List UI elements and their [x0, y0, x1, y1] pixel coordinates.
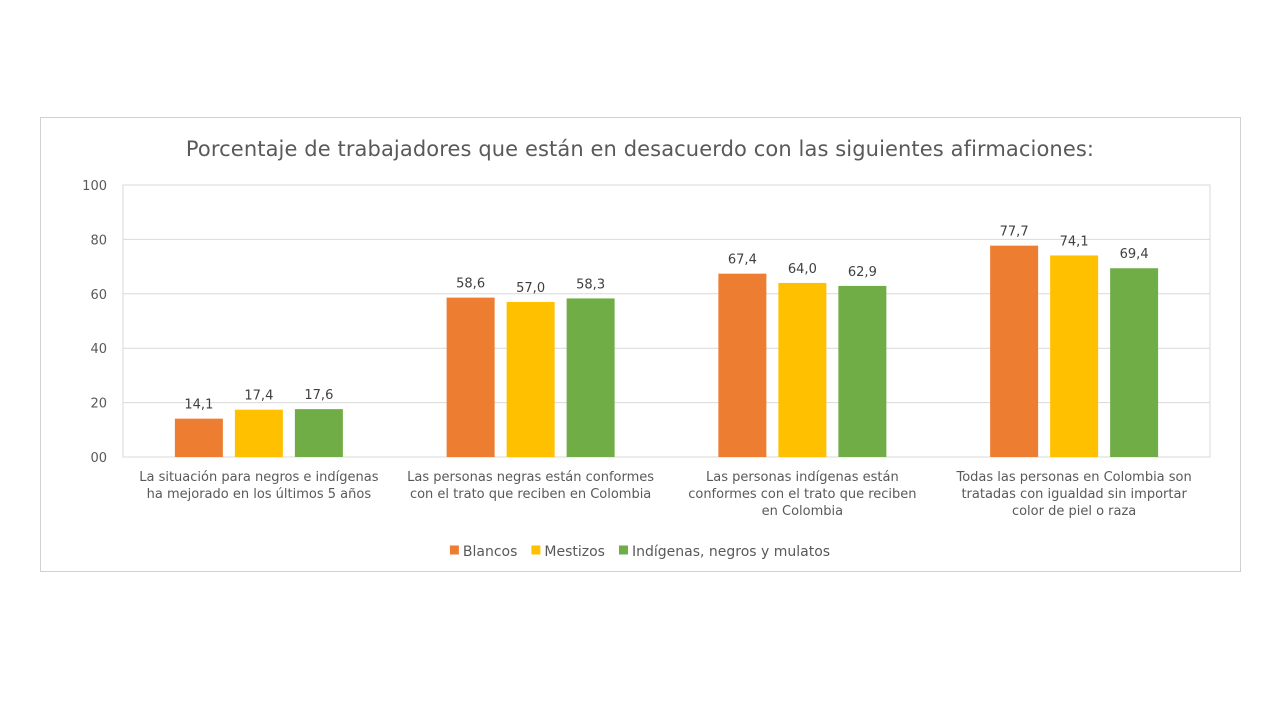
bar — [566, 298, 615, 457]
data-label: 17,4 — [244, 389, 273, 404]
data-label: 62,9 — [848, 265, 877, 280]
data-label: 69,4 — [1120, 247, 1149, 262]
x-tick-label: Las personas negras están conformes — [407, 470, 654, 485]
data-label: 58,6 — [456, 277, 485, 292]
x-tick-label: en Colombia — [762, 504, 843, 519]
data-label: 57,0 — [516, 281, 545, 296]
y-tick-label: 60 — [90, 288, 107, 303]
plot-area — [122, 184, 1211, 458]
bar — [718, 273, 767, 457]
data-label: 74,1 — [1060, 234, 1089, 249]
data-label: 14,1 — [184, 398, 213, 413]
x-tick-label: Todas las personas en Colombia son — [955, 470, 1191, 485]
bar — [506, 301, 555, 457]
y-tick-label: 100 — [82, 179, 107, 194]
legend-label: Mestizos — [544, 544, 605, 560]
legend-label: Indígenas, negros y mulatos — [632, 544, 830, 560]
x-tick-label: conformes con el trato que reciben — [688, 487, 916, 502]
data-label: 58,3 — [576, 277, 605, 292]
x-tick-label: color de piel o raza — [1012, 504, 1136, 519]
y-tick-label: 20 — [90, 397, 107, 412]
x-tick-label: Las personas indígenas están — [706, 470, 899, 485]
bar — [234, 409, 283, 457]
y-tick-label: 80 — [90, 233, 107, 248]
data-label: 67,4 — [728, 253, 757, 268]
chart-title: Porcentaje de trabajadores que están en … — [185, 137, 1095, 161]
legend-label: Blancos — [463, 544, 518, 560]
y-tick-label: 00 — [90, 451, 107, 466]
bar — [838, 285, 887, 457]
bar — [1110, 268, 1159, 457]
bar — [990, 245, 1039, 457]
chart-frame — [40, 117, 1241, 572]
data-label: 17,6 — [304, 388, 333, 403]
bar — [174, 418, 223, 457]
y-tick-label: 40 — [90, 342, 107, 357]
x-tick-label: tratadas con igualdad sin importar — [961, 487, 1187, 502]
data-label: 77,7 — [1000, 225, 1029, 240]
bar — [294, 409, 343, 457]
data-label: 64,0 — [788, 262, 817, 277]
x-tick-label: La situación para negros e indígenas — [139, 470, 378, 485]
legend-swatch — [531, 545, 541, 555]
bar — [1050, 255, 1099, 457]
x-tick-label: con el trato que reciben en Colombia — [410, 487, 651, 502]
x-tick-label: ha mejorado en los últimos 5 años — [147, 487, 372, 502]
legend-swatch — [618, 545, 628, 555]
bar — [446, 297, 495, 457]
legend-swatch — [449, 545, 459, 555]
bar — [778, 282, 827, 457]
